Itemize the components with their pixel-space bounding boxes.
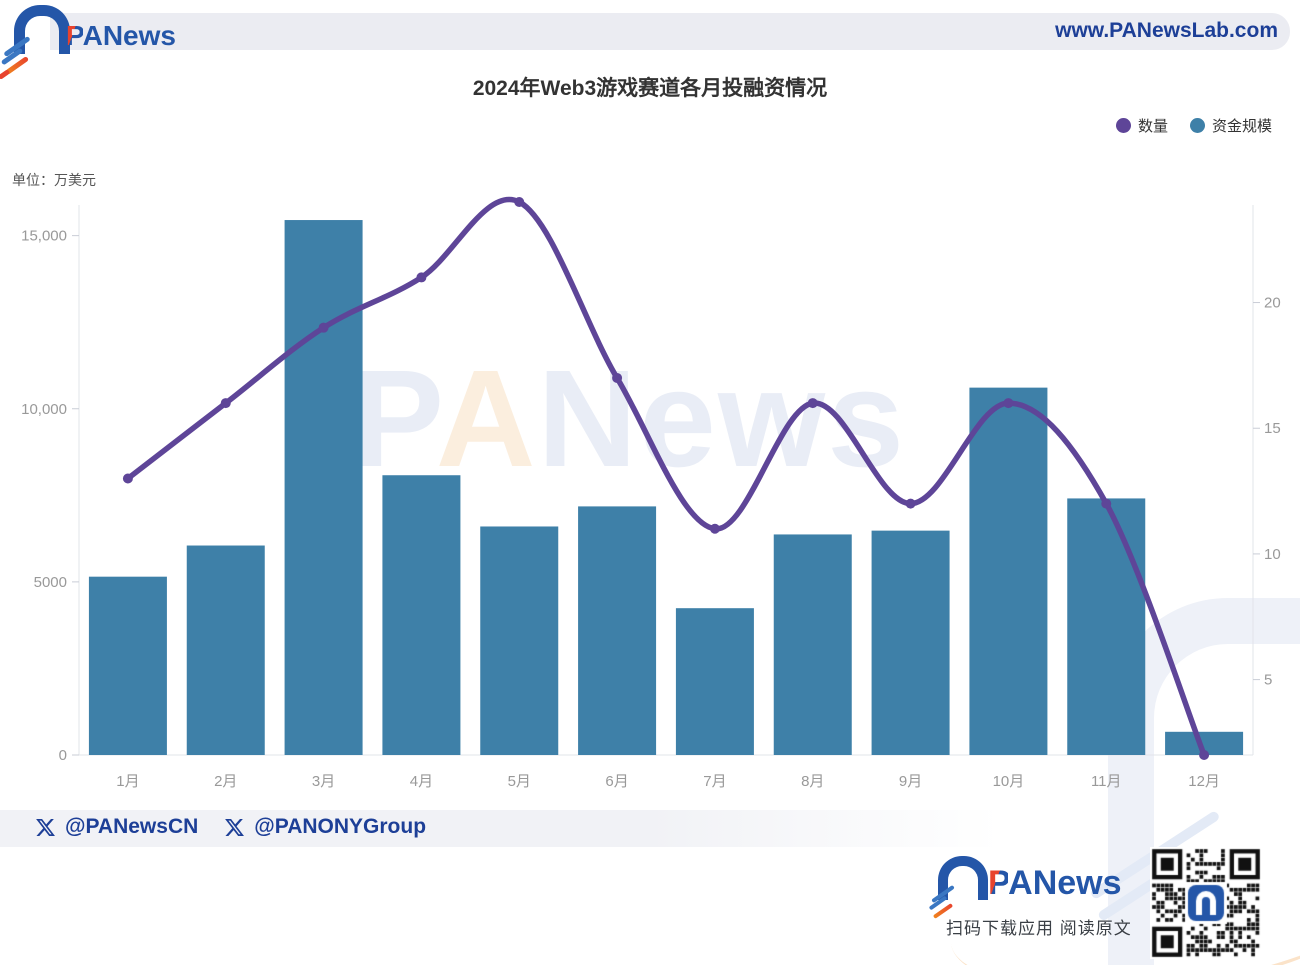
count-point-4月: [416, 272, 427, 283]
count-point-2月: [220, 398, 231, 409]
footer-panews-logo: PANews 扫码下载应用 阅读原文: [928, 852, 1146, 962]
panews-arch-icon: [938, 856, 988, 900]
handle-label: @PANONYGroup: [254, 815, 427, 838]
right-axis-tick-label: 20: [1264, 295, 1281, 312]
legend-dot-funding-icon: [1189, 118, 1205, 133]
left-axis-tick-label: 0: [59, 747, 67, 764]
legend-item-funding[interactable]: 资金规模: [1189, 115, 1272, 136]
bar-5月: [480, 526, 559, 755]
left-axis-tick-label: 5000: [34, 574, 67, 591]
footer-tagline: 扫码下载应用 阅读原文: [946, 919, 1132, 938]
x-axis-category-label: 10月: [993, 773, 1025, 790]
legend-label-count: 数量: [1137, 118, 1168, 135]
handle-panonygroup[interactable]: @PANONYGroup: [224, 815, 426, 839]
logo-wordmark: PANews: [66, 20, 176, 52]
bar-11月: [1067, 498, 1146, 755]
bar-3月: [284, 220, 363, 755]
footer-logo-wordmark: PANews: [988, 864, 1122, 903]
count-point-5月: [514, 197, 525, 207]
right-axis-tick-label: 15: [1264, 420, 1281, 437]
x-twitter-icon: [36, 818, 55, 836]
unit-label: 单位：万美元: [12, 172, 96, 188]
x-axis-category-label: 9月: [899, 773, 922, 790]
x-axis-category-label: 11月: [1091, 773, 1122, 790]
x-axis-category-label: 6月: [605, 773, 628, 790]
x-axis-category-label: 8月: [801, 773, 824, 790]
x-axis-category-label: 5月: [508, 773, 531, 790]
watermark-letter: A: [435, 342, 538, 496]
logo-letters-rest: ANews: [1008, 864, 1122, 902]
x-axis-category-label: 12月: [1188, 773, 1220, 790]
logo-letters-rest: ANews: [82, 20, 176, 51]
x-axis-category-label: 4月: [410, 773, 433, 790]
x-twitter-icon: [225, 818, 245, 836]
x-axis-category-label: 1月: [116, 773, 139, 790]
x-axis-category-label: 2月: [214, 773, 237, 790]
count-point-8月: [807, 398, 818, 409]
site-url: www.PANewsLab.com: [1055, 19, 1278, 42]
legend-item-count[interactable]: 数量: [1115, 115, 1168, 136]
bar-1月: [88, 576, 167, 755]
bar-2月: [186, 545, 265, 755]
handle-panewscn[interactable]: @PANewsCN: [35, 815, 198, 839]
x-axis-category-label: 7月: [703, 773, 726, 790]
legend-dot-count-icon: [1115, 118, 1131, 133]
right-axis-tick-label: 5: [1264, 672, 1272, 689]
count-point-10月: [1003, 398, 1014, 409]
handle-label: @PANewsCN: [65, 815, 199, 838]
bar-6月: [578, 506, 657, 755]
count-point-9月: [905, 498, 916, 509]
count-point-6月: [612, 372, 623, 383]
watermark-letter: P: [352, 342, 436, 496]
bar-7月: [675, 608, 754, 755]
center-watermark: PANews: [352, 340, 906, 499]
count-point-3月: [318, 322, 329, 333]
legend-label-funding: 资金规模: [1211, 118, 1272, 135]
chart-legend: 数量 资金规模: [1115, 115, 1272, 136]
social-handles: @PANewsCN @PANONYGroup: [35, 815, 426, 839]
count-point-11月: [1101, 498, 1112, 509]
x-axis-category-label: 3月: [312, 773, 335, 790]
chart-title: 2024年Web3游戏赛道各月投融资情况: [472, 77, 828, 100]
qr-code: [1150, 847, 1262, 959]
bar-12月: [1165, 731, 1244, 755]
watermark-letters: News: [537, 342, 906, 496]
count-point-1月: [122, 473, 133, 484]
bar-9月: [871, 530, 950, 755]
left-axis-tick-label: 10,000: [21, 401, 67, 418]
panews-arch-icon: [14, 5, 70, 54]
bar-8月: [773, 534, 852, 755]
header-band: [50, 13, 1290, 50]
count-point-7月: [709, 523, 720, 534]
logo-letter-p: P: [988, 864, 1009, 902]
footer-band: [0, 810, 1000, 847]
panews-logo: PANews: [0, 2, 186, 80]
left-axis-tick-label: 15,000: [21, 228, 67, 245]
bar-10月: [969, 387, 1048, 755]
right-axis-tick-label: 10: [1264, 546, 1281, 563]
logo-letter-p: P: [66, 20, 83, 51]
bar-4月: [382, 475, 461, 755]
count-point-12月: [1199, 750, 1210, 760]
